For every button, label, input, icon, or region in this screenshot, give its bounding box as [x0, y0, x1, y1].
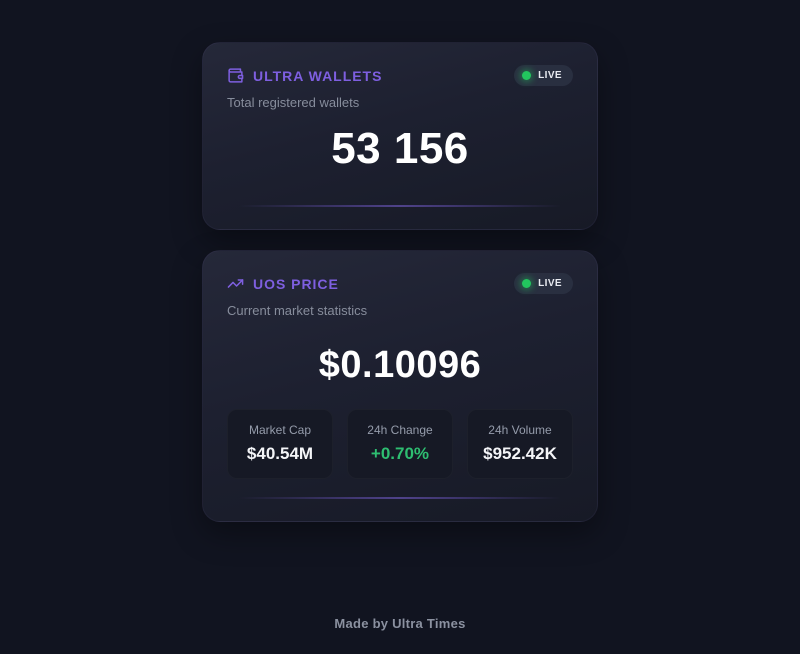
- card-title-group: UOS PRICE: [227, 275, 339, 292]
- live-status-badge: LIVE: [514, 65, 573, 86]
- stat-label: 24h Change: [367, 423, 433, 437]
- card-glow-divider: [239, 205, 561, 207]
- stat-value: $952.42K: [483, 444, 557, 463]
- stat-label: Market Cap: [248, 423, 312, 437]
- live-status-badge: LIVE: [514, 273, 573, 294]
- card-header: ULTRA WALLETS LIVE: [227, 65, 573, 86]
- wallet-count-value: 53 156: [331, 123, 469, 173]
- stat-label: 24h Volume: [488, 423, 552, 437]
- card-glow-divider: [239, 497, 561, 499]
- card-title-group: ULTRA WALLETS: [227, 67, 382, 84]
- live-dot-icon: [522, 279, 532, 288]
- live-badge-label: LIVE: [538, 70, 562, 81]
- card-subtitle: Total registered wallets: [227, 95, 360, 110]
- trending-up-icon: [227, 275, 244, 292]
- wallet-count-wrap: 53 156: [227, 110, 573, 187]
- card-subtitle: Current market statistics: [227, 303, 368, 318]
- ultra-wallets-card: ULTRA WALLETS LIVE Total registered wall…: [202, 42, 598, 230]
- stat-value: $40.54M: [246, 444, 314, 463]
- card-title: ULTRA WALLETS: [253, 67, 383, 84]
- stat-box-24h-change: 24h Change +0.70%: [347, 409, 453, 479]
- market-stats-row: Market Cap $40.54M 24h Change +0.70% 24h…: [227, 409, 573, 479]
- footer-credit: Made by Ultra Times: [334, 616, 466, 631]
- card-header: UOS PRICE LIVE: [227, 273, 573, 294]
- uos-price-card: UOS PRICE LIVE Current market statistics…: [202, 250, 598, 522]
- cards-container: ULTRA WALLETS LIVE Total registered wall…: [202, 42, 598, 522]
- uos-price-value: $0.10096: [318, 344, 482, 386]
- live-dot-icon: [522, 71, 532, 80]
- card-title: UOS PRICE: [253, 275, 339, 292]
- wallet-icon: [227, 67, 244, 84]
- stat-value: +0.70%: [370, 444, 430, 463]
- stat-box-24h-volume: 24h Volume $952.42K: [467, 409, 573, 479]
- stat-box-market-cap: Market Cap $40.54M: [227, 409, 333, 479]
- live-badge-label: LIVE: [538, 278, 562, 289]
